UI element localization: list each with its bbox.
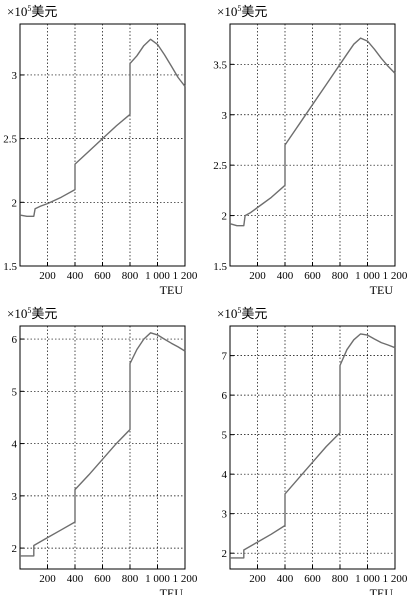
y-tick-label: 3.5: [213, 59, 227, 71]
y-tick-label: 3: [12, 491, 18, 503]
y-tick-label: 4: [222, 469, 228, 481]
y-unit-label: ×105美元: [7, 306, 57, 321]
x-tick-label: 200: [39, 270, 56, 282]
y-tick-label: 3: [222, 509, 228, 521]
x-tick-label: 800: [122, 573, 139, 585]
y-unit-label: ×105美元: [217, 4, 267, 19]
x-tick-label: 1 200: [173, 573, 198, 585]
x-tick-label: 600: [304, 270, 321, 282]
y-tick-label: 5: [222, 430, 228, 442]
chart-panel-2: 200 400 600 800 1 000 1 200 1.5 2 2.5 3 3.5 ×105美元 T…: [213, 4, 408, 297]
x-tick-label: 1 200: [383, 270, 408, 282]
y-tick-label: 6: [222, 390, 228, 402]
x-tick-label: 400: [277, 573, 294, 585]
y-tick-label: 4: [12, 439, 18, 451]
series-line: [229, 37, 396, 227]
x-tick-label: 1 200: [383, 573, 408, 585]
x-tick-label: 1 200: [173, 270, 198, 282]
y-tick-label: 2.5: [3, 134, 17, 146]
chart-panel-3: 200 400 600 800 1 000 1 200 2 3 4 5 6 ×105美元 TEU: [7, 306, 198, 595]
x-tick-label: 400: [67, 270, 84, 282]
y-tick-label: 2: [12, 197, 18, 209]
x-axis-label: TEU: [370, 283, 394, 297]
chart-panel-4: 200 400 600 800 1 000 1 200 2 3 4 5 6 7 ×105美元 TEU: [217, 306, 408, 595]
y-tick-label: 1.5: [213, 261, 227, 273]
y-tick-label: 2: [222, 211, 228, 223]
chart-panel-1: 200 400 600 800 1 000 1 200 1.5 2 2.5 3 ×105美元 TEU: [3, 4, 198, 297]
x-tick-label: 200: [39, 573, 56, 585]
x-tick-label: 800: [122, 270, 139, 282]
y-tick-label: 6: [12, 334, 18, 346]
x-tick-label: 200: [249, 573, 266, 585]
x-axis-label: TEU: [370, 586, 394, 595]
x-axis-label: TEU: [160, 283, 184, 297]
y-unit-label: ×105美元: [7, 4, 57, 19]
x-tick-label: 200: [249, 270, 266, 282]
x-tick-label: 800: [332, 270, 349, 282]
y-unit-label: ×105美元: [217, 306, 267, 321]
y-tick-label: 3: [12, 70, 18, 82]
x-tick-label: 600: [304, 573, 321, 585]
y-tick-label: 2: [222, 548, 228, 560]
series-line: [230, 333, 396, 559]
y-tick-label: 7: [222, 351, 228, 363]
y-tick-label: 3: [222, 110, 228, 122]
x-axis-label: TEU: [160, 586, 184, 595]
x-tick-label: 1 000: [355, 270, 380, 282]
y-tick-label: 5: [12, 386, 18, 398]
x-tick-label: 1 000: [145, 270, 170, 282]
x-tick-label: 1 000: [145, 573, 170, 585]
x-tick-label: 600: [94, 573, 111, 585]
x-tick-label: 1 000: [355, 573, 380, 585]
x-tick-label: 800: [332, 573, 349, 585]
x-tick-label: 600: [94, 270, 111, 282]
y-tick-label: 1.5: [3, 261, 17, 273]
x-tick-label: 400: [67, 573, 84, 585]
x-tick-label: 400: [277, 270, 294, 282]
series-line: [19, 38, 186, 218]
y-tick-label: 2.5: [213, 160, 227, 172]
y-tick-label: 2: [12, 543, 18, 555]
series-line: [20, 332, 186, 557]
